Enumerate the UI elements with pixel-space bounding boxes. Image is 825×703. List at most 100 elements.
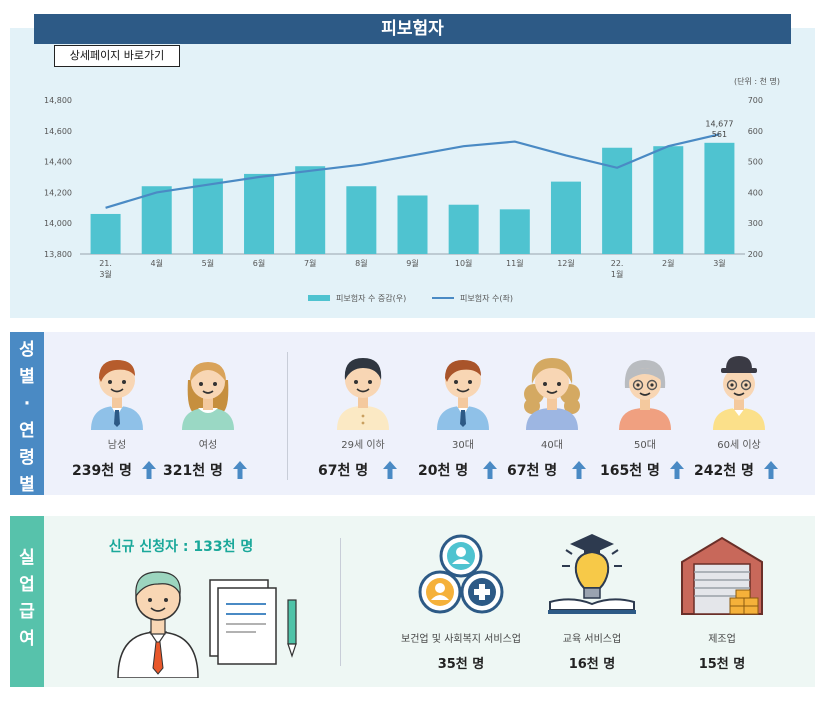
- age-value: 67천 명: [507, 460, 597, 480]
- health-welfare-icon: [418, 534, 504, 614]
- left-tick-label: 13,800: [44, 250, 72, 259]
- gender-age-panel: [44, 332, 815, 495]
- age-value-text: 165천 명: [600, 463, 660, 479]
- applicant-illustration: [117, 571, 297, 678]
- bar: [90, 213, 121, 254]
- age-label: 60세 이상: [717, 440, 761, 451]
- x-tick-label: 4월: [151, 258, 163, 268]
- gender-value-text: 239천 명: [72, 463, 132, 479]
- right-tick-label: 600: [748, 127, 763, 136]
- bar: [141, 186, 172, 254]
- education-icon: [548, 534, 636, 614]
- bar-data-label: 561: [712, 130, 727, 139]
- tab-char: 여: [19, 629, 35, 649]
- industry-health: 보건업 및 사회복지 서비스업 35천 명: [396, 532, 526, 672]
- gender-female: 여성 321천 명: [163, 350, 253, 480]
- x-tick-label: 5월: [202, 258, 214, 268]
- gender-value: 239천 명: [72, 460, 162, 480]
- legend-bar-swatch: [308, 295, 330, 301]
- line-data-label: 14,677: [705, 119, 733, 128]
- age-label: 30대: [452, 440, 474, 451]
- x-tick-label: 9월: [406, 258, 418, 268]
- industry-value: 15천 명: [698, 657, 746, 672]
- older-man-icon: [713, 356, 765, 430]
- bar: [244, 173, 275, 254]
- legend-line-label: 피보험자 수(좌): [460, 294, 513, 303]
- up-arrow-icon: [572, 461, 587, 479]
- tab-char: 업: [19, 575, 35, 595]
- age-group: 60세 이상 242천 명: [694, 350, 784, 480]
- bar: [550, 181, 581, 254]
- tab-char: 급: [19, 602, 35, 622]
- tab-char: ·: [23, 394, 31, 414]
- left-tick-label: 14,600: [44, 127, 72, 136]
- age-value-text: 67천 명: [507, 463, 558, 479]
- up-arrow-icon: [232, 461, 247, 479]
- x-tick-label: 2월: [662, 258, 674, 268]
- industry-manufacturing: 제조업 15천 명: [672, 532, 772, 672]
- gender-age-tab: 성 별 · 연 령 별: [10, 332, 53, 495]
- older-woman-icon: [619, 360, 671, 430]
- new-applicants-title: 신규 신청자 : 133천 명: [108, 539, 254, 555]
- x-tick-label: 21.: [99, 259, 112, 268]
- age-value-text: 67천 명: [318, 463, 369, 479]
- industry-education: 교육 서비스업 16천 명: [540, 532, 644, 672]
- x-tick-label: 3월: [713, 258, 725, 268]
- woman-icon: [182, 362, 234, 430]
- gender-value: 321천 명: [163, 460, 253, 480]
- up-arrow-icon: [763, 461, 778, 479]
- divider: [287, 352, 288, 480]
- left-tick-label: 14,000: [44, 219, 72, 228]
- industry-label: 보건업 및 사회복지 서비스업: [401, 634, 521, 645]
- up-arrow-icon: [383, 461, 398, 479]
- industry-label: 교육 서비스업: [562, 634, 622, 645]
- x-tick-label: 1월: [611, 269, 623, 279]
- age-group: 30대 20천 명: [418, 350, 508, 480]
- gender-label: 여성: [198, 440, 218, 451]
- industry-value: 35천 명: [437, 657, 485, 672]
- bar: [346, 186, 377, 254]
- factory-icon: [681, 536, 763, 615]
- bar: [653, 146, 684, 254]
- x-tick-label: 6월: [253, 258, 265, 268]
- up-arrow-icon: [483, 461, 498, 479]
- age-group: 50대 165천 명: [600, 350, 690, 480]
- bar: [704, 142, 735, 254]
- gender-male: 남성 239천 명: [72, 350, 162, 480]
- age-group: 29세 이하 67천 명: [318, 350, 408, 480]
- insured-chart: 13,800 14,000 14,200 14,400 14,600 14,800 200 3…: [44, 76, 780, 303]
- industry-value: 16천 명: [568, 657, 616, 672]
- gender-label: 남성: [107, 440, 127, 451]
- right-tick-label: 300: [748, 219, 763, 228]
- bar: [499, 209, 530, 254]
- bar: [448, 204, 479, 254]
- office-man-icon: [437, 360, 489, 430]
- age-label: 40대: [541, 440, 563, 451]
- curly-woman-icon: [524, 358, 580, 430]
- age-value: 165천 명: [600, 460, 690, 480]
- age-value: 67천 명: [318, 460, 408, 480]
- tab-char: 별: [19, 475, 35, 495]
- line-series: [105, 133, 720, 209]
- left-tick-label: 14,400: [44, 158, 72, 167]
- x-tick-label: 22.: [611, 259, 624, 268]
- up-arrow-icon: [669, 461, 684, 479]
- industry-label: 제조업: [708, 634, 736, 645]
- tab-char: 연: [19, 421, 35, 441]
- right-tick-label: 700: [748, 96, 763, 105]
- page-title: 피보험자: [34, 14, 791, 44]
- x-tick-label: 3월: [99, 269, 111, 279]
- right-tick-label: 200: [748, 250, 763, 259]
- right-tick-label: 500: [748, 158, 763, 167]
- x-tick-label: 11월: [506, 258, 524, 268]
- age-label: 29세 이하: [341, 440, 385, 451]
- man-icon: [91, 360, 143, 430]
- age-value: 20천 명: [418, 460, 508, 480]
- age-value-text: 242천 명: [694, 463, 754, 479]
- x-tick-label: 10월: [455, 258, 473, 268]
- detail-page-button[interactable]: 상세페이지 바로가기: [54, 45, 180, 67]
- young-man-icon: [337, 358, 389, 430]
- up-arrow-icon: [141, 461, 156, 479]
- age-group: 40대 67천 명: [507, 350, 597, 480]
